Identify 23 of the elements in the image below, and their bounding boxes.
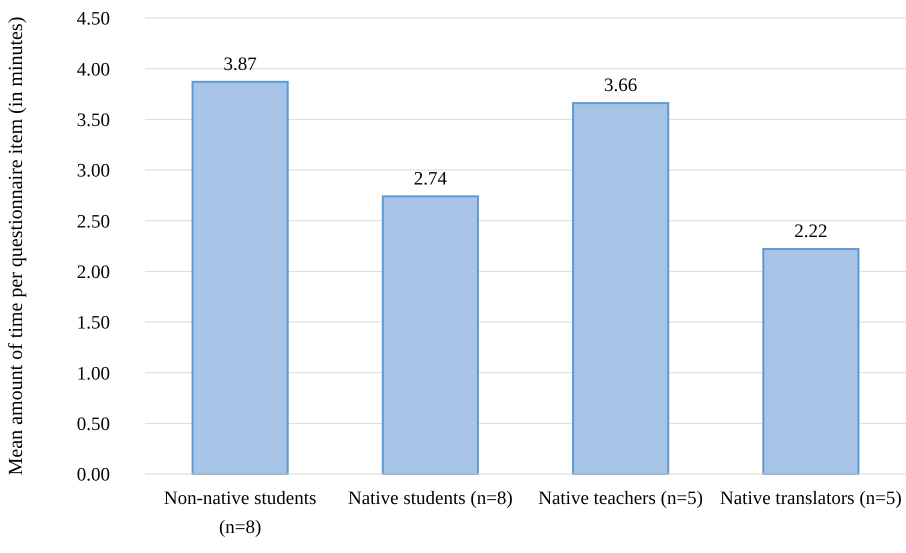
y-axis-title: Mean amount of time per questionnaire item (in minutes) — [5, 16, 27, 476]
y-tick-label: 2.00 — [76, 262, 110, 283]
x-tick-label: Native students (n=8) — [348, 488, 513, 509]
y-tick-label: 2.50 — [76, 211, 110, 232]
bar — [762, 248, 860, 475]
data-label: 3.87 — [224, 54, 257, 75]
y-tick-label: 0.50 — [76, 414, 110, 435]
y-tick-label: 3.00 — [76, 160, 110, 182]
bar — [192, 80, 289, 475]
y-tick-label: 1.00 — [76, 363, 110, 384]
y-tick-label: 1.50 — [76, 312, 110, 334]
x-tick-label: Native teachers (n=5) — [538, 488, 703, 509]
y-tick-label: 4.50 — [76, 8, 110, 30]
x-tick-label: Non-native students (n=8) — [164, 488, 316, 538]
x-tick-label: Native translators (n=5) — [720, 488, 902, 509]
data-label: 2.74 — [414, 168, 448, 190]
y-tick-label: 4.00 — [76, 59, 110, 80]
data-label: 2.22 — [794, 221, 828, 242]
y-tick-label: 0.00 — [76, 464, 110, 486]
y-tick-label: 3.50 — [76, 110, 110, 131]
bar — [572, 102, 670, 475]
data-label: 3.66 — [604, 75, 638, 96]
bar — [382, 195, 479, 475]
